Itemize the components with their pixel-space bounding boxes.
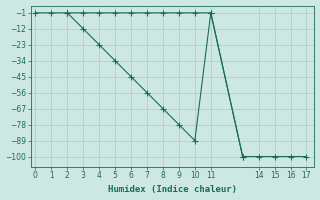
X-axis label: Humidex (Indice chaleur): Humidex (Indice chaleur)	[108, 185, 237, 194]
